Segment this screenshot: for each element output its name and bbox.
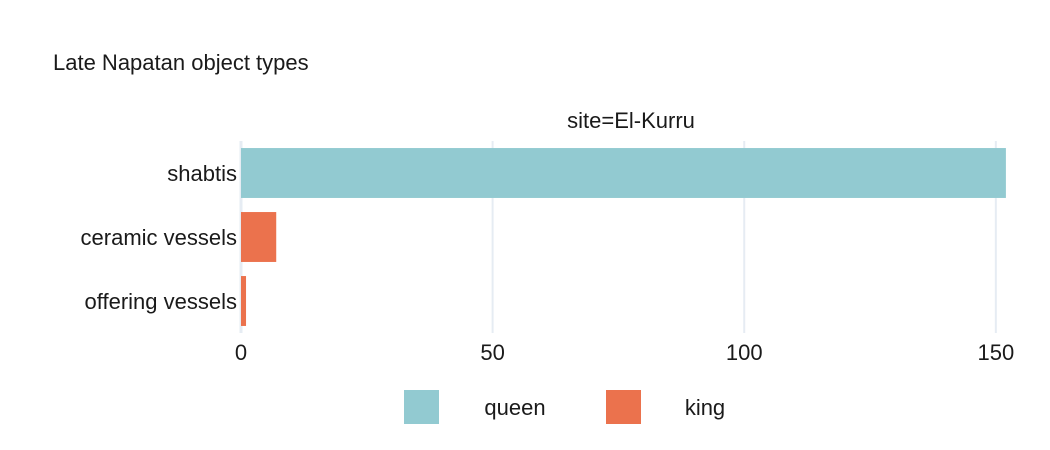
x-tick-label: 50 [480, 340, 504, 365]
bars [241, 148, 1006, 326]
chart-title: Late Napatan object types [53, 50, 309, 75]
x-tick-label: 0 [235, 340, 247, 365]
x-axis-ticks: 0 50 100 150 [235, 340, 1014, 365]
x-tick-label: 150 [977, 340, 1014, 365]
legend-swatch-king [606, 390, 641, 424]
category-label: offering vessels [85, 289, 237, 314]
x-tick-label: 100 [726, 340, 763, 365]
category-labels: shabtis ceramic vessels offering vessels [81, 161, 237, 314]
legend-swatch-queen [404, 390, 439, 424]
bar-queen-shabtis [241, 148, 1006, 198]
facet-label: site=El-Kurru [567, 108, 695, 133]
bar-king-ceramic-vessels [241, 212, 277, 262]
category-label: ceramic vessels [81, 225, 237, 250]
legend-label-king: king [685, 395, 725, 420]
category-label: shabtis [167, 161, 237, 186]
legend: queen king [404, 390, 725, 424]
bar-king-offering-vessels [241, 276, 247, 326]
legend-label-queen: queen [484, 395, 545, 420]
